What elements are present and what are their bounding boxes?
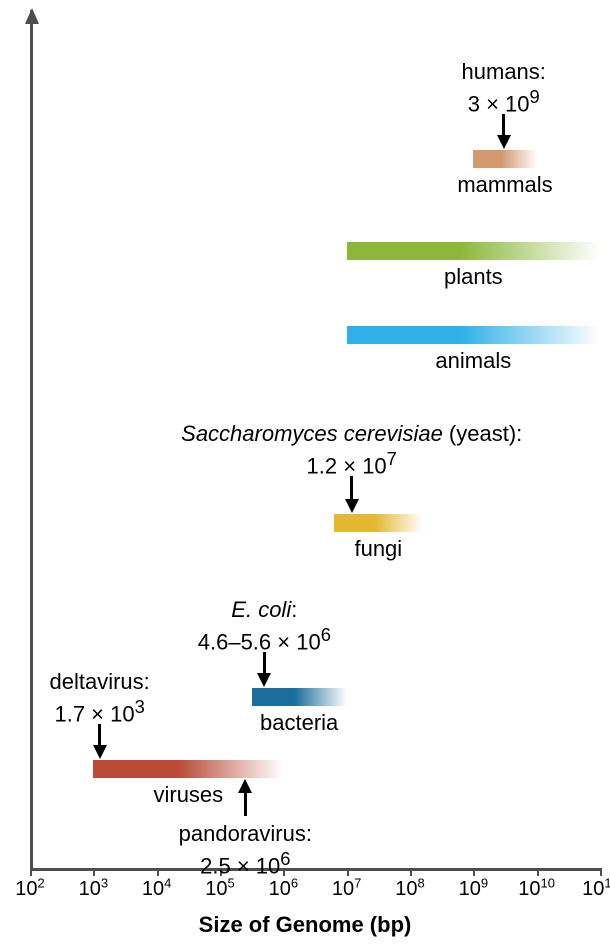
x-tick-mark <box>473 868 475 876</box>
x-tick-label: 1010 <box>518 878 555 901</box>
bar-label-viruses: viruses <box>153 782 223 808</box>
x-tick-label: 109 <box>459 878 488 901</box>
x-tick-mark <box>410 868 412 876</box>
arrow-shaft <box>263 652 266 674</box>
x-tick-label: 102 <box>15 878 44 901</box>
bar-mammals <box>473 150 536 168</box>
callout-humans: humans:3 × 109 <box>462 58 546 117</box>
bar-label-plants: plants <box>444 264 503 290</box>
callout-ecoli: E. coli:4.6–5.6 × 106 <box>198 596 331 655</box>
x-tick-label: 108 <box>395 878 424 901</box>
bar-animals <box>347 326 600 344</box>
bar-bacteria <box>252 688 347 706</box>
arrow-head <box>238 779 252 793</box>
arrow-shaft <box>350 476 353 500</box>
y-axis-arrow <box>25 8 39 24</box>
bar-label-mammals: mammals <box>457 172 552 198</box>
bar-label-animals: animals <box>435 348 511 374</box>
callout-deltavirus: deltavirus:1.7 × 103 <box>50 668 150 727</box>
arrow-head <box>345 499 359 513</box>
arrow-head <box>257 673 271 687</box>
callout-yeast: Saccharomyces cerevisiae (yeast):1.2 × 1… <box>181 420 522 479</box>
arrow-head <box>497 135 511 149</box>
x-tick-mark <box>30 868 32 876</box>
x-tick-mark <box>600 868 602 876</box>
arrow-head <box>93 745 107 759</box>
x-axis <box>30 868 600 871</box>
x-tick-label: 103 <box>79 878 108 901</box>
x-tick-mark <box>347 868 349 876</box>
x-tick-label: 106 <box>269 878 298 901</box>
x-tick-mark <box>537 868 539 876</box>
x-tick-label: 1011 <box>582 878 610 901</box>
genome-size-chart: 102 103 104 105 106 107 108 109 1010 1011 Size of … <box>0 0 610 944</box>
x-tick-label: 105 <box>205 878 234 901</box>
y-axis <box>30 10 33 868</box>
bar-plants <box>347 242 600 260</box>
arrow-shaft <box>244 792 247 816</box>
bar-viruses <box>93 760 283 778</box>
bar-label-fungi: fungi <box>354 536 402 562</box>
x-tick-mark <box>157 868 159 876</box>
arrow-shaft <box>502 114 505 136</box>
x-axis-label: Size of Genome (bp) <box>199 912 412 938</box>
callout-pandoravirus: pandoravirus:2.5 × 106 <box>179 820 312 879</box>
arrow-shaft <box>98 724 101 746</box>
x-tick-label: 107 <box>332 878 361 901</box>
bar-label-bacteria: bacteria <box>260 710 338 736</box>
x-tick-label: 104 <box>142 878 171 901</box>
x-tick-mark <box>93 868 95 876</box>
bar-fungi <box>334 514 423 532</box>
